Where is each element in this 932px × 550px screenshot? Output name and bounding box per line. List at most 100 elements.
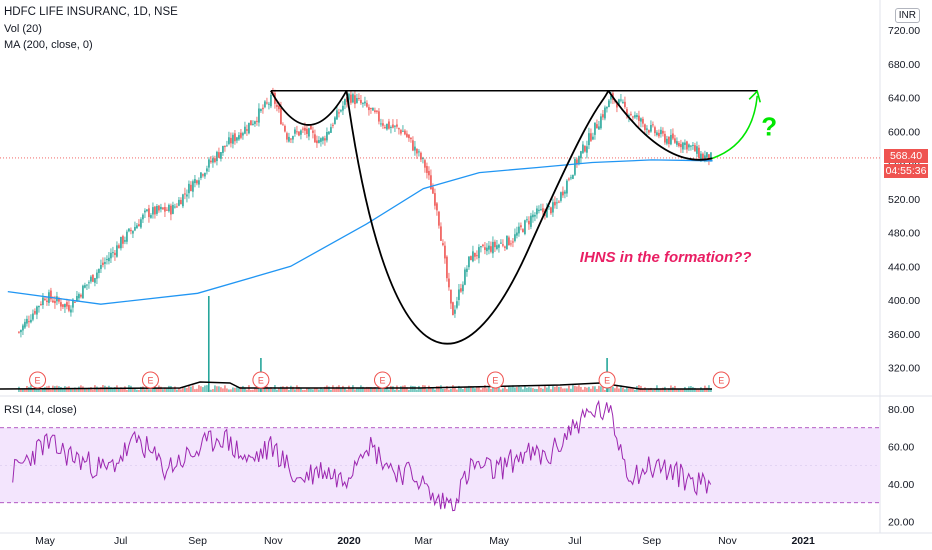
candle-body: [418, 151, 420, 153]
rsi-line: [12, 399, 712, 512]
volume-bar: [120, 387, 122, 392]
volume-bar: [302, 389, 304, 392]
candle-body: [234, 133, 236, 142]
volume-bar: [470, 386, 472, 392]
candle-body: [510, 243, 512, 245]
candle-body: [410, 137, 412, 140]
volume-bar: [76, 387, 78, 392]
volume-bar: [466, 387, 468, 392]
volume-bar: [198, 385, 200, 392]
candle-body: [566, 180, 568, 194]
axis-layer: 320.00360.00400.00440.00480.00520.00560.…: [35, 25, 920, 547]
volume-bar: [366, 386, 368, 392]
candle-body: [600, 116, 602, 129]
volume-bar: [368, 386, 370, 392]
candle-body: [122, 236, 124, 244]
volume-bar: [212, 389, 214, 392]
candle-body: [704, 155, 706, 161]
volume-legend[interactable]: Vol (20): [4, 23, 42, 35]
candle-body: [148, 208, 150, 218]
currency-label[interactable]: INR: [894, 8, 920, 23]
candle-body: [18, 331, 20, 333]
volume-bar: [60, 386, 62, 392]
candle-body: [142, 214, 144, 220]
candle-body: [646, 128, 648, 130]
candles: [18, 87, 712, 338]
candle-body: [250, 120, 252, 126]
candle-body: [680, 144, 682, 148]
price-tick-label: 720.00: [888, 25, 920, 37]
volume-bar: [444, 388, 446, 392]
time-tick-label: Sep: [642, 535, 661, 547]
volume-bar: [666, 389, 668, 392]
volume-bar: [232, 387, 234, 392]
volume-bar: [414, 386, 416, 392]
candle-body: [348, 93, 350, 100]
candle-body: [104, 262, 106, 264]
volume-bar: [24, 389, 26, 392]
volume-bar: [346, 389, 348, 392]
candle-body: [406, 133, 408, 137]
volume-bar: [246, 389, 248, 392]
volume-bar: [576, 386, 578, 392]
candle-body: [286, 133, 288, 140]
candle-body: [86, 284, 88, 286]
candle-body: [616, 103, 618, 108]
volume-bar: [132, 387, 134, 392]
candle-body: [598, 126, 600, 130]
candle-body: [76, 296, 78, 302]
volume-bar: [278, 388, 280, 392]
candle-body: [338, 112, 340, 114]
candle-body: [108, 257, 110, 262]
volume-bar: [180, 389, 182, 392]
volume-bar: [594, 386, 596, 392]
candle-body: [54, 300, 56, 304]
candle-body: [312, 130, 314, 133]
candle-body: [584, 146, 586, 152]
candle-body: [256, 120, 258, 122]
candle-body: [494, 241, 496, 248]
volume-bar: [642, 388, 644, 392]
candle-body: [578, 156, 580, 164]
volume-bar: [328, 386, 330, 392]
rsi-legend[interactable]: RSI (14, close): [4, 404, 77, 416]
candle-body: [100, 265, 102, 270]
volume-bar: [412, 385, 414, 392]
volume-bar: [694, 387, 696, 392]
candle-body: [44, 298, 46, 301]
ma-legend[interactable]: MA (200, close, 0): [4, 39, 93, 51]
candle-body: [232, 134, 234, 144]
candle-body: [546, 207, 548, 218]
candle-body: [396, 124, 398, 127]
volume-bar: [552, 386, 554, 392]
candle-body: [556, 202, 558, 204]
volume-bar: [288, 389, 290, 392]
candle-body: [236, 137, 238, 141]
volume-bar: [538, 386, 540, 392]
volume-bar: [226, 388, 228, 392]
projection-arrowhead: [748, 89, 762, 103]
volume-bar: [196, 388, 198, 392]
candle-body: [68, 305, 70, 311]
earnings-circle: [252, 371, 270, 389]
candle-body: [514, 234, 516, 241]
left-shoulder-arc: [270, 90, 348, 126]
volume-bar: [384, 388, 386, 392]
candle-body: [632, 116, 634, 118]
candle-body: [66, 302, 68, 307]
candle-body: [30, 319, 32, 323]
candle-body: [518, 226, 520, 234]
right-shoulder-arc: [607, 90, 713, 161]
volume-bar: [710, 388, 712, 392]
candle-body: [412, 140, 414, 151]
candle-body: [526, 219, 528, 221]
candle-body: [20, 329, 22, 333]
volume-bar: [110, 387, 112, 392]
candle-body: [202, 174, 204, 176]
candle-body: [572, 174, 574, 179]
volume-bar: [660, 388, 662, 392]
candle-body: [588, 133, 590, 146]
candle-body: [688, 144, 690, 148]
earnings-label: E: [35, 376, 41, 386]
